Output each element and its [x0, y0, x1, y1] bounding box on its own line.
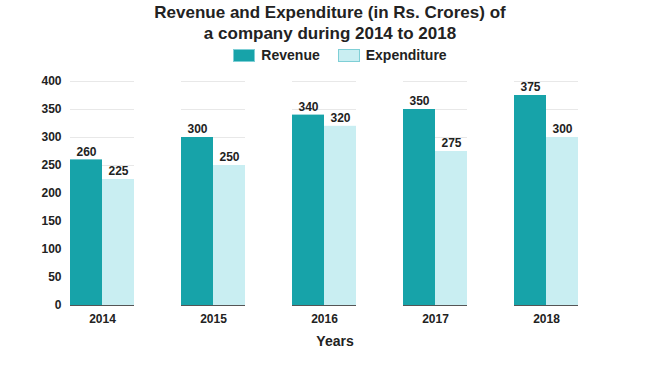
svg-text:350: 350 [409, 94, 429, 108]
svg-text:0: 0 [55, 298, 62, 312]
svg-text:150: 150 [41, 214, 61, 228]
svg-text:225: 225 [108, 164, 128, 178]
svg-text:2014: 2014 [89, 312, 116, 326]
html-text:Revenue and Expenditure (in Rs: Revenue and Expenditure (in Rs. Crores) … [154, 3, 506, 43]
svg-text:375: 375 [520, 80, 540, 94]
html-text:Revenue: Revenue [261, 47, 320, 63]
svg-text:2017: 2017 [422, 312, 449, 326]
svg-text:2015: 2015 [200, 312, 227, 326]
svg-text:250: 250 [219, 150, 239, 164]
html-text:Years: Years [316, 333, 354, 349]
svg-text:400: 400 [41, 74, 61, 88]
svg-text:250: 250 [41, 158, 61, 172]
svg-text:2016: 2016 [311, 312, 338, 326]
svg-text:350: 350 [41, 102, 61, 116]
svg-text:200: 200 [41, 186, 61, 200]
svg-text:320: 320 [330, 111, 350, 125]
svg-text:260: 260 [76, 145, 96, 159]
svg-text:300: 300 [187, 122, 207, 136]
html-text:Expenditure: Expenditure [365, 47, 447, 63]
svg-text:2018: 2018 [533, 312, 560, 326]
svg-text:50: 50 [48, 270, 62, 284]
svg-text:300: 300 [41, 130, 61, 144]
svg-text:340: 340 [298, 100, 318, 114]
svg-text:300: 300 [552, 122, 572, 136]
svg-text:275: 275 [441, 136, 461, 150]
svg-text:100: 100 [41, 242, 61, 256]
